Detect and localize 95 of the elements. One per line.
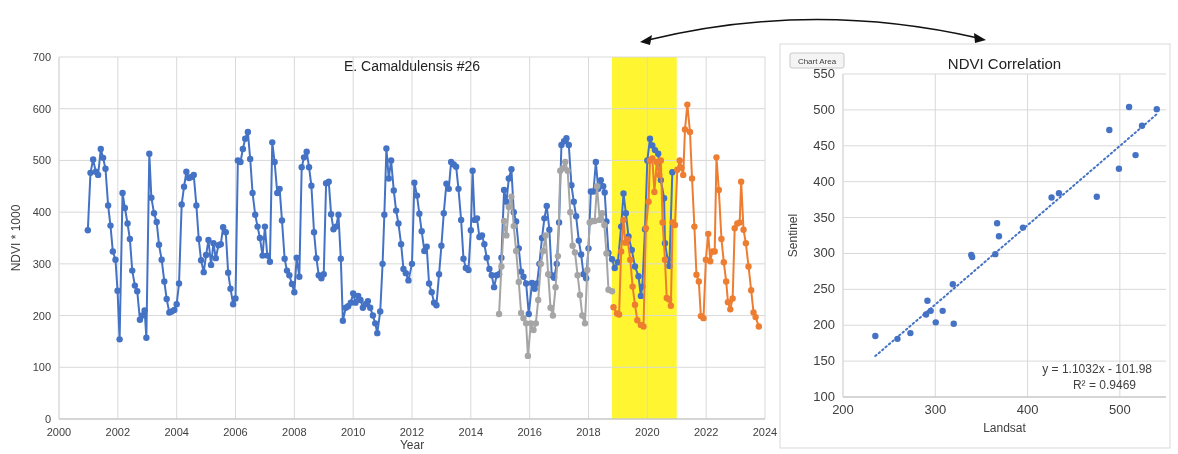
point [503,232,510,239]
x-tick-label: 2018 [576,426,601,438]
point [532,320,540,327]
y-tick-label: 200 [813,317,835,333]
x-tick-label: 2022 [693,426,719,438]
point [549,312,557,319]
x-tick-label: 2010 [340,426,366,438]
point [495,310,503,318]
point [939,307,946,315]
point [567,208,574,216]
y-tick-label: 700 [32,51,51,63]
x-tick-label: 2016 [517,426,542,438]
y-tick-label: 350 [813,209,835,225]
x-tick-label: 300 [924,402,947,417]
y-tick-label: 400 [32,206,51,219]
point [508,193,515,200]
x-tick-label: 400 [1016,402,1039,417]
point [950,320,957,327]
y-tick-label: 500 [813,101,835,117]
point [564,167,571,174]
point [1153,105,1160,113]
point [517,309,525,317]
point [608,288,616,295]
y-tick-label: 400 [813,173,835,189]
x-axis-title: Landsat [983,421,1027,435]
point [530,326,537,334]
point [524,352,532,360]
point [581,320,589,327]
point [574,272,581,279]
y-tick-label: 0 [44,413,51,425]
point [535,296,542,304]
y-tick-label: 250 [813,281,835,297]
point [552,283,559,291]
point [1125,103,1133,111]
x-tick-label: 500 [1109,402,1131,417]
point [584,266,591,274]
point [1093,193,1100,200]
point [949,281,957,288]
point [924,297,931,305]
point [907,329,914,337]
y-tick-label: 150 [813,353,835,369]
y-tick-label: 500 [32,154,51,167]
point [498,263,505,270]
y-tick-label: 100 [32,361,51,374]
point [1132,151,1139,159]
text: Chart Area [797,57,837,66]
point [547,304,554,312]
point [571,249,579,256]
x-tick-label: 2024 [752,426,778,438]
y-tick-label: 300 [813,245,835,261]
annotation: R² = 0.9469 [1072,378,1137,392]
point [1055,189,1063,197]
point [932,319,939,326]
point [500,217,508,225]
point [562,158,569,166]
x-tick-label: 2004 [164,426,189,438]
y-tick-label: 550 [813,66,835,81]
point [527,320,535,327]
chart-title: NDVI Correlation [947,55,1062,72]
point [542,232,549,239]
point [576,291,584,299]
y-axis-title: Sentinel [786,213,800,258]
point [993,220,1001,227]
point [540,247,547,255]
x-tick-label: 200 [832,402,854,417]
chart-title: E. Camaldulensis #26 [343,58,481,74]
x-tick-label: 2014 [458,426,484,438]
x-tick-label: 2008 [282,426,307,438]
point [520,314,527,322]
y-tick-label: 100 [813,389,835,404]
x-axis-title: Year [399,438,425,452]
x-tick-label: 2020 [635,426,660,438]
point [596,216,603,224]
x-tick-label: 2000 [46,426,72,438]
point [554,252,562,260]
point [1048,194,1055,201]
point [1106,126,1113,134]
y-tick-label: 450 [813,137,835,153]
x-tick-label: 2012 [399,426,425,438]
point [510,222,517,230]
point [1115,165,1123,172]
x-tick-label: 2002 [105,426,131,438]
point [601,221,608,229]
point [872,332,879,340]
y-tick-label: 200 [32,309,51,322]
x-tick-label: 2006 [223,426,248,438]
point [579,312,586,319]
y-tick-label: 600 [32,102,51,115]
y-tick-label: 300 [32,257,51,270]
point [505,203,512,211]
point [995,233,1003,240]
point [569,242,576,249]
y-axis-title: NDVI * 1000 [9,204,23,272]
point [515,278,522,286]
annotation: y = 1.1032x - 101.98 [1042,362,1153,376]
